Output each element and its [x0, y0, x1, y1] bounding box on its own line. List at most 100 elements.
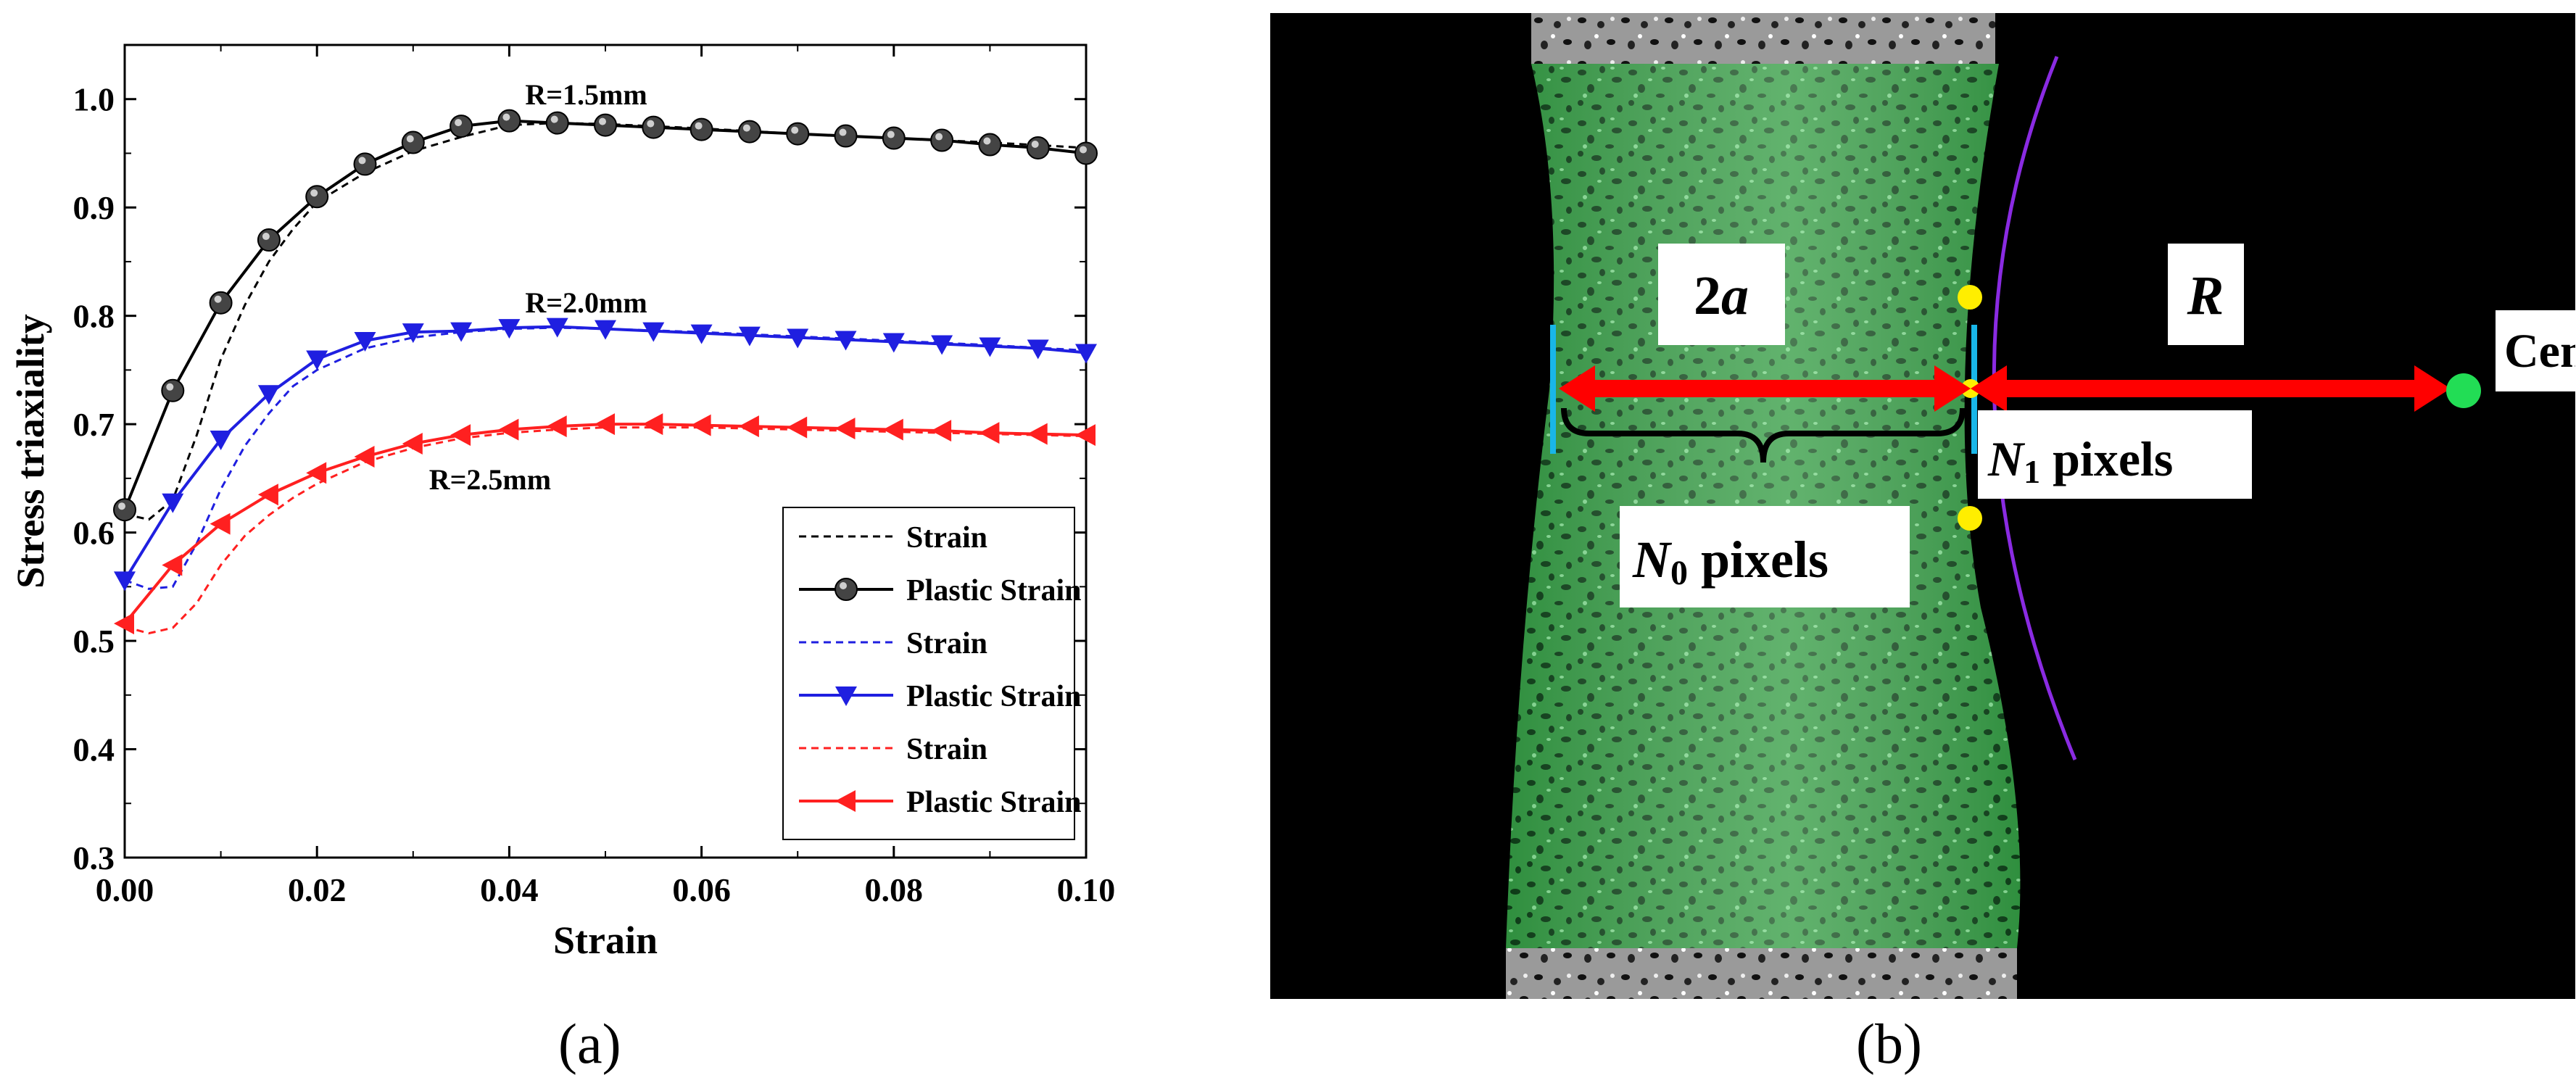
x-tick-label: 0.00 — [96, 871, 154, 908]
series-3-point — [162, 493, 184, 513]
series-1-point-highlight — [262, 233, 270, 241]
series-3-point — [690, 324, 713, 344]
series-3-point — [834, 331, 857, 351]
series-5-point — [498, 418, 519, 441]
series-1-point-highlight — [502, 113, 510, 121]
series-1-point-highlight — [791, 126, 799, 134]
series-1-point-highlight — [599, 117, 606, 125]
specimen-bottom-end — [1506, 948, 2017, 999]
series-5-point — [787, 416, 808, 439]
legend-marker-1-highlight — [840, 582, 847, 589]
series-1-point — [1074, 141, 1098, 165]
series-1-point-highlight — [358, 157, 366, 165]
series-1-point — [834, 124, 858, 148]
legend-label-3: Plastic Strain — [906, 680, 1081, 713]
series-1-point-highlight — [839, 128, 847, 136]
series-5-point — [306, 462, 327, 484]
series-1-point-highlight — [935, 133, 943, 141]
label-n0-symbol: N — [1632, 531, 1673, 589]
legend-label-0: Strain — [906, 521, 987, 555]
label-center: Center — [2504, 325, 2575, 378]
series-5-point — [354, 445, 375, 468]
y-axis-label: Stress triaxiality — [9, 314, 52, 588]
caption-b-text: (b) — [1856, 1012, 1922, 1075]
series-1-point — [737, 120, 761, 144]
series-1-point — [209, 291, 233, 315]
label-2a-variable: a — [1721, 265, 1749, 326]
label-box-n1 — [1978, 410, 2252, 499]
label-n0-text: pixels — [1688, 531, 1829, 589]
series-1-point — [594, 113, 617, 137]
series-3-point — [738, 326, 761, 347]
series-1-point — [642, 115, 666, 139]
n0-brace — [1561, 407, 1966, 463]
label-box-r — [2168, 244, 2244, 345]
legend-label-1: Plastic Strain — [906, 574, 1081, 607]
series-1-point-highlight — [742, 124, 750, 132]
caption-b: (b) — [1856, 1011, 1922, 1077]
legend-label-4: Strain — [906, 733, 987, 766]
specimen-photo: 2a R Center N1 pixels N0 pixels — [1270, 13, 2575, 999]
series-line-4 — [124, 426, 1087, 635]
series-1-point — [401, 130, 425, 154]
series-5-point — [114, 613, 134, 635]
y-tick-label: 0.6 — [73, 515, 115, 552]
double-arrow-2a — [1559, 365, 1971, 412]
series-3-point — [114, 571, 136, 592]
series-3-point — [787, 328, 809, 349]
series-5-point — [595, 413, 615, 436]
label-n1-text: pixels — [2040, 431, 2173, 486]
edge-point-bottom — [1958, 506, 1982, 531]
series-3-point — [931, 335, 953, 355]
y-tick-label: 0.4 — [73, 731, 115, 768]
series-5-point — [834, 418, 856, 440]
x-tick-label: 0.10 — [1057, 871, 1116, 908]
caption-a-text: (a) — [558, 1012, 621, 1075]
series-3-point — [210, 431, 232, 451]
y-tick-label: 0.9 — [73, 189, 115, 226]
series-5-point — [690, 414, 711, 436]
series-3-point — [595, 320, 616, 340]
label-2a-number: 2 — [1694, 265, 1721, 326]
series-3-point — [882, 333, 905, 353]
x-tick-label: 0.02 — [288, 871, 347, 908]
legend-box — [782, 507, 1075, 840]
label-n1-subscript: 1 — [2024, 453, 2040, 490]
legend-marker-3 — [835, 686, 857, 706]
series-5-point — [162, 554, 183, 576]
series-5-point — [1075, 424, 1096, 447]
series-3-point — [257, 385, 280, 405]
label-box-center-ext — [2496, 310, 2575, 391]
series-1-point-highlight — [406, 135, 414, 143]
label-n1: N1 pixels — [1987, 431, 2173, 490]
series-1-point-highlight — [1080, 146, 1087, 154]
x-tick-label: 0.08 — [865, 871, 924, 908]
series-1-point — [930, 128, 954, 152]
series-3-point — [306, 350, 328, 370]
series-1-point — [1026, 136, 1050, 159]
legend-label-5: Plastic Strain — [906, 786, 1081, 819]
series-5-point — [546, 415, 567, 438]
series-5-point — [979, 422, 1000, 444]
double-arrow-radius — [1971, 365, 2451, 412]
series-3-point — [450, 322, 473, 342]
series-3-point — [546, 318, 568, 338]
specimen-top-end — [1531, 13, 1995, 64]
series-1-point-highlight — [887, 130, 895, 138]
series-1-point-highlight — [214, 295, 222, 303]
series-1-point-highlight — [983, 137, 991, 145]
y-tick-label: 0.5 — [73, 623, 115, 660]
series-1-point — [450, 115, 473, 138]
label-2a: 2a — [1694, 265, 1749, 326]
series-5-point — [882, 418, 903, 441]
series-1-point — [305, 185, 329, 209]
series-3-point — [1075, 344, 1097, 364]
legend-label-2: Strain — [906, 627, 987, 660]
series-1-point — [497, 109, 521, 133]
legend-marker-5 — [835, 790, 856, 812]
series-1-point — [978, 133, 1002, 157]
series-1-point — [786, 122, 810, 146]
label-n0: N0 pixels — [1632, 531, 1829, 592]
series-5-point — [642, 413, 663, 436]
